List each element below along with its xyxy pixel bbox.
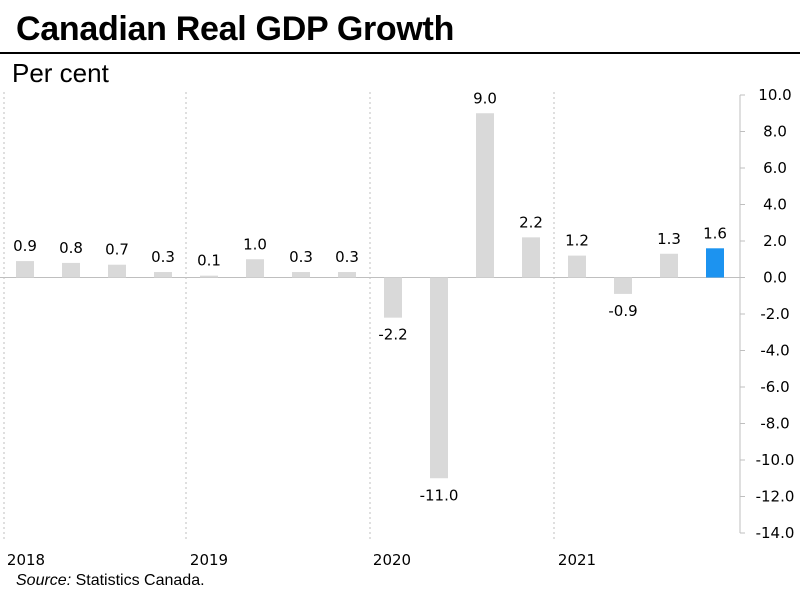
bar-value-label: -11.0 — [420, 486, 459, 504]
chart-subtitle: Per cent — [12, 58, 109, 88]
chart-title: Canadian Real GDP Growth — [16, 10, 455, 48]
bar-value-label: 0.1 — [197, 252, 221, 270]
bar-value-label: 0.3 — [151, 248, 175, 266]
y-tick-label: -6.0 — [760, 378, 789, 396]
y-tick-label: 6.0 — [763, 159, 787, 177]
bar — [660, 253, 678, 278]
source-note: Source: Statistics Canada. — [16, 572, 205, 590]
source-label: Source: — [16, 572, 72, 589]
year-label: 2020 — [373, 551, 411, 569]
bar-value-label: 0.3 — [289, 248, 313, 266]
bar — [338, 272, 356, 278]
bar-value-label: 0.3 — [335, 248, 359, 266]
bar-value-label: 1.6 — [703, 224, 727, 242]
bar-value-label: 0.7 — [105, 241, 129, 259]
bar — [108, 264, 126, 278]
bar-value-label: 1.3 — [657, 230, 681, 248]
bar-value-label: 0.9 — [13, 237, 37, 255]
year-label: 2018 — [7, 551, 45, 569]
title-rule — [0, 52, 800, 54]
y-tick-label: 8.0 — [763, 123, 787, 141]
bar — [522, 237, 540, 278]
year-label: 2019 — [190, 551, 228, 569]
y-tick-label: -8.0 — [760, 415, 789, 433]
source-text: Statistics Canada. — [71, 572, 205, 589]
bar — [246, 259, 264, 278]
y-tick-label: 0.0 — [763, 269, 787, 287]
bar-value-label: 9.0 — [473, 89, 497, 107]
year-label: 2021 — [558, 551, 596, 569]
bar — [200, 275, 218, 278]
y-tick-label: 4.0 — [763, 196, 787, 214]
bar-value-label: 2.2 — [519, 213, 543, 231]
y-tick-label: -4.0 — [760, 342, 789, 360]
bar — [62, 262, 80, 278]
bar-value-label: -0.9 — [608, 302, 637, 320]
y-tick-label: -2.0 — [760, 305, 789, 323]
bar-value-label: 0.8 — [59, 239, 83, 257]
bar-value-label: 1.0 — [243, 235, 267, 253]
y-tick-label: -12.0 — [756, 488, 795, 506]
bar — [384, 277, 402, 318]
bar — [614, 277, 632, 294]
y-tick-label: 10.0 — [758, 86, 791, 104]
bar — [706, 248, 724, 278]
bar-value-label: 1.2 — [565, 232, 589, 250]
bar — [292, 272, 310, 278]
y-tick-label: -14.0 — [756, 524, 795, 542]
bar — [430, 277, 448, 479]
y-tick-label: -10.0 — [756, 451, 795, 469]
bar — [476, 113, 494, 278]
bar — [154, 272, 172, 278]
y-tick-label: 2.0 — [763, 232, 787, 250]
bar — [568, 255, 586, 278]
bar — [16, 261, 34, 278]
bar-value-label: -2.2 — [378, 326, 407, 344]
